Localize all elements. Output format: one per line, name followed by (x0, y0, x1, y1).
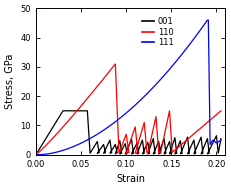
X-axis label: Strain: Strain (116, 174, 145, 184)
Legend: 001, 110, 111: 001, 110, 111 (139, 14, 177, 50)
Y-axis label: Stress, GPa: Stress, GPa (5, 54, 15, 109)
